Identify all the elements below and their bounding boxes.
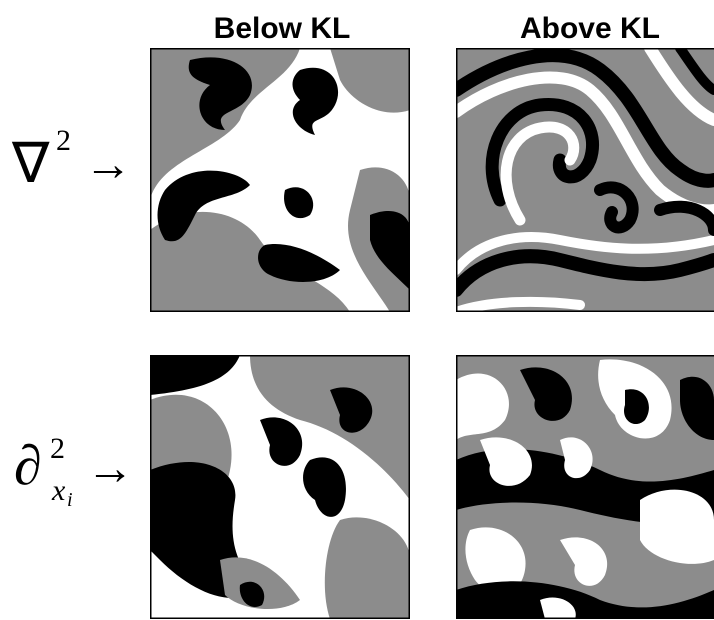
superscript: 2 (56, 124, 71, 157)
row-label: ∇ 2 → (11, 124, 132, 195)
pattern-panel (150, 48, 410, 312)
pattern-panel (456, 355, 714, 619)
column-title: Below KL (214, 12, 351, 45)
figure: Below KL Above KL ∇ 2 → ∂ 2 x i → (0, 0, 714, 620)
page: Below KL Above KL ∇ 2 → ∂ 2 x i → (0, 0, 714, 620)
arrow: → (84, 138, 132, 191)
row-label: ∂ 2 x i → (14, 432, 134, 511)
subscript: i (67, 489, 73, 511)
operator-symbol: ∇ (11, 133, 50, 195)
column-title: Above KL (520, 12, 660, 45)
subscript: x (51, 474, 66, 507)
operator-symbol: ∂ (14, 435, 42, 497)
pattern-panel (456, 48, 714, 312)
pattern-panel (150, 355, 410, 619)
superscript: 2 (50, 432, 65, 465)
arrow: → (86, 442, 134, 495)
